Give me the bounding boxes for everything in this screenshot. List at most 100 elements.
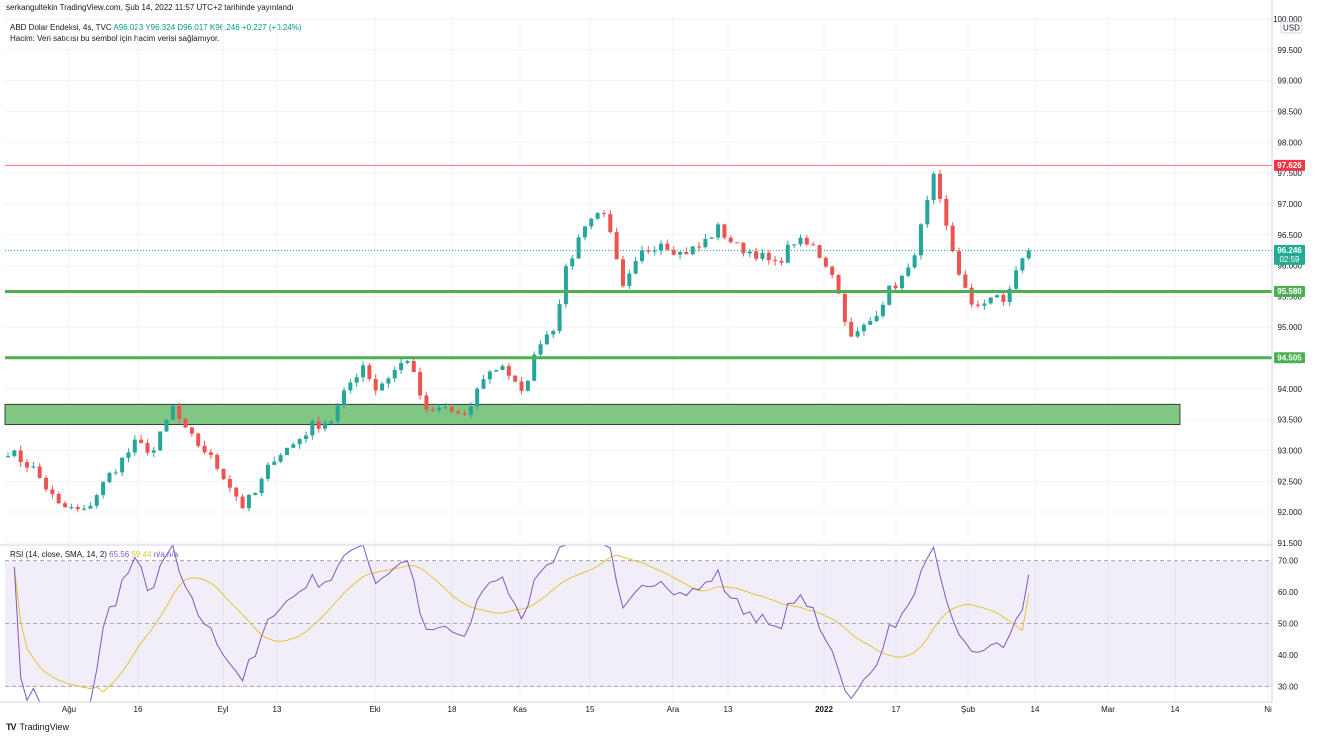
candle bbox=[12, 450, 17, 457]
candle bbox=[189, 427, 194, 434]
candle bbox=[1026, 250, 1031, 259]
candle bbox=[75, 507, 80, 510]
candle bbox=[253, 493, 258, 495]
candle bbox=[164, 419, 169, 432]
candle bbox=[25, 462, 30, 468]
candle bbox=[126, 452, 131, 458]
resistance-tag: 97.626 bbox=[1274, 159, 1305, 171]
price-tick-label: 98.500 bbox=[1278, 107, 1303, 116]
time-tick-label: 13 bbox=[724, 705, 733, 714]
candle bbox=[906, 267, 911, 276]
candle bbox=[735, 242, 740, 244]
candle bbox=[678, 251, 683, 255]
rsi-tick-label: 70.00 bbox=[1278, 557, 1299, 566]
candle bbox=[887, 285, 892, 305]
candle bbox=[437, 407, 442, 410]
candle bbox=[785, 244, 790, 263]
candle bbox=[551, 331, 556, 335]
candle bbox=[811, 244, 816, 246]
candle bbox=[855, 331, 860, 337]
price-tick-label: 92.500 bbox=[1278, 477, 1303, 486]
candle bbox=[37, 466, 42, 478]
candle bbox=[671, 249, 676, 255]
high-value: Y96.324 bbox=[145, 23, 176, 32]
price-tick-label: 92.000 bbox=[1278, 508, 1303, 517]
candle bbox=[525, 380, 530, 391]
candle bbox=[107, 472, 112, 483]
candle bbox=[620, 259, 625, 286]
candle bbox=[652, 250, 657, 252]
candle bbox=[633, 261, 638, 274]
current-price-tag-value: 96.246 bbox=[1277, 246, 1302, 255]
price-tick-label: 98.000 bbox=[1278, 138, 1303, 147]
candle bbox=[94, 495, 99, 506]
price-axis: 100.00099.50099.00098.50098.00097.50097.… bbox=[1273, 15, 1302, 548]
candle bbox=[861, 324, 866, 332]
candle bbox=[969, 287, 974, 305]
rsi-panel bbox=[5, 543, 1272, 703]
candle bbox=[950, 225, 955, 252]
candle bbox=[582, 226, 587, 238]
time-tick-label: Kas bbox=[513, 705, 527, 714]
candle bbox=[6, 456, 10, 458]
candle bbox=[1014, 270, 1019, 289]
candle bbox=[563, 266, 568, 305]
candle bbox=[272, 461, 277, 465]
candle bbox=[912, 255, 917, 268]
candle bbox=[310, 421, 315, 436]
candle bbox=[519, 381, 524, 391]
candle bbox=[392, 370, 397, 379]
candle bbox=[183, 418, 188, 428]
currency-label: USD bbox=[1283, 24, 1300, 33]
candle bbox=[202, 445, 207, 453]
footer-brand: TradingView bbox=[19, 722, 70, 732]
candle bbox=[988, 297, 993, 304]
candle bbox=[817, 245, 822, 258]
candle bbox=[101, 482, 106, 496]
candle bbox=[323, 423, 327, 429]
candle bbox=[773, 259, 778, 261]
candle bbox=[177, 405, 182, 419]
candle bbox=[31, 466, 36, 468]
rsi-label: RSI (14, close, SMA, 14, 2) bbox=[10, 550, 107, 559]
candle bbox=[532, 354, 537, 381]
price-tick-label: 94.000 bbox=[1278, 385, 1303, 394]
candle bbox=[1007, 288, 1012, 302]
candle bbox=[44, 477, 49, 490]
candle bbox=[665, 243, 670, 250]
candle bbox=[589, 218, 594, 227]
candle bbox=[120, 457, 125, 473]
candle bbox=[646, 250, 651, 252]
rsi-axis: 70.00 60.00 50.00 40.00 30.00 bbox=[1278, 557, 1299, 692]
candle bbox=[931, 173, 936, 200]
candle bbox=[627, 273, 632, 286]
close-value: K96.246 bbox=[209, 23, 240, 32]
candle bbox=[291, 444, 296, 448]
candle bbox=[601, 213, 606, 215]
tradingview-logo-icon: TV bbox=[6, 722, 16, 732]
candle bbox=[747, 251, 752, 254]
candle bbox=[342, 390, 347, 406]
candlestick-series bbox=[6, 169, 1031, 512]
candle bbox=[880, 304, 885, 316]
time-tick-label: 16 bbox=[134, 705, 143, 714]
candle bbox=[399, 362, 404, 371]
candle bbox=[506, 366, 511, 376]
chart-legend: ABD Dolar Endeksi, 4s, TVC A96.023 Y96.3… bbox=[10, 22, 302, 44]
symbol-label: ABD Dolar Endeksi, 4s, TVC bbox=[10, 23, 112, 32]
candle bbox=[348, 382, 353, 391]
candle bbox=[424, 395, 429, 410]
candle bbox=[944, 198, 949, 226]
candle bbox=[456, 411, 461, 414]
time-tick-label: Eki bbox=[369, 705, 380, 714]
rsi-value: 65.56 bbox=[109, 550, 130, 559]
candle bbox=[830, 266, 835, 275]
rsi-tick-label: 60.00 bbox=[1278, 588, 1299, 597]
candle bbox=[278, 455, 283, 462]
time-tick-label: Ara bbox=[667, 705, 680, 714]
candle bbox=[265, 464, 270, 479]
candle bbox=[82, 508, 87, 510]
price-tick-label: 95.000 bbox=[1278, 323, 1303, 332]
